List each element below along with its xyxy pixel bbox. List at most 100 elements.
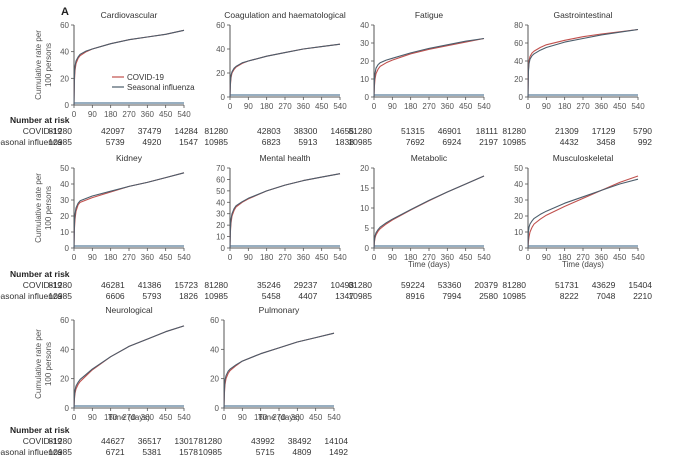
- y-tick-label: 60: [210, 316, 219, 325]
- x-tick-label: 0: [72, 110, 77, 119]
- x-tick-label: 270: [576, 253, 590, 262]
- x-tick-label: 0: [372, 102, 377, 111]
- risk-value-influenza: 10985: [348, 291, 372, 301]
- y-tick-label: 40: [216, 198, 225, 207]
- number-at-risk-label: Number at risk: [10, 425, 70, 435]
- risk-value-covid: 81280: [48, 126, 72, 136]
- y-tick-label: 10: [514, 228, 523, 237]
- risk-value-influenza: 10985: [48, 137, 72, 147]
- y-tick-label: 5: [365, 224, 370, 233]
- seasonal-influenza-line: [73, 172, 185, 249]
- y-tick-label: 40: [514, 180, 523, 189]
- y-tick-label: 60: [60, 316, 69, 325]
- risk-value-covid: 14284: [174, 126, 198, 136]
- x-tick-label: 270: [278, 102, 292, 111]
- y-tick-label: 0: [221, 93, 226, 102]
- risk-value-covid: 81280: [198, 436, 222, 446]
- y-tick-label: 20: [60, 375, 69, 384]
- risk-value-influenza: 4432: [559, 137, 579, 147]
- y-tick-label: 0: [365, 244, 370, 253]
- x-tick-label: 360: [595, 102, 609, 111]
- seasonal-influenza-line: [229, 43, 341, 98]
- risk-value-covid: 46901: [437, 126, 462, 136]
- x-tick-label: 540: [177, 253, 191, 262]
- seasonal-influenza-line: [527, 28, 639, 98]
- x-tick-label: 540: [333, 253, 347, 262]
- risk-value-covid: 13017: [174, 436, 198, 446]
- x-tick-label: 360: [297, 102, 311, 111]
- legend-label: Seasonal influenza: [127, 83, 195, 92]
- risk-value-influenza: 1838: [335, 137, 354, 147]
- risk-value-influenza: 7048: [596, 291, 616, 301]
- risk-value-covid: 17129: [591, 126, 616, 136]
- y-tick-label: 30: [60, 196, 69, 205]
- y-tick-label: 0: [365, 93, 370, 102]
- risk-value-influenza: 4407: [298, 291, 318, 301]
- x-tick-label: 360: [291, 413, 305, 422]
- risk-value-influenza: 7692: [405, 137, 425, 147]
- x-tick-label: 540: [333, 102, 347, 111]
- x-tick-label: 540: [631, 253, 645, 262]
- risk-value-covid: 38492: [287, 436, 312, 446]
- risk-value-influenza: 5381: [142, 447, 162, 457]
- covid-19-line: [73, 325, 185, 409]
- panel-cardiovascular: Cardiovascular 0 20 40 60 0 90 180 270 360 450 540 C…: [34, 10, 195, 119]
- x-tick-label: 360: [441, 253, 455, 262]
- x-tick-label: 90: [388, 102, 397, 111]
- y-axis-label: 100 persons: [44, 342, 53, 386]
- x-tick-label: 0: [72, 253, 77, 262]
- x-tick-label: 360: [141, 413, 155, 422]
- y-tick-label: 20: [60, 74, 69, 83]
- risk-value-influenza: 1347: [335, 291, 354, 301]
- y-axis-label: 100 persons: [44, 186, 53, 230]
- risk-value-covid: 41386: [137, 280, 162, 290]
- risk-value-influenza: 10985: [48, 447, 72, 457]
- risk-value-covid: 38300: [293, 126, 318, 136]
- seasonal-influenza-line: [373, 37, 485, 98]
- x-tick-label: 180: [104, 413, 118, 422]
- panel-title: Neurological: [105, 305, 152, 315]
- risk-value-influenza: 10985: [502, 291, 526, 301]
- panel-musculoskeletal: Musculoskeletal 0 10 20 30 40 50 0 90 180 270 360 45…: [514, 153, 645, 269]
- y-tick-label: 50: [514, 164, 523, 173]
- x-tick-label: 180: [254, 413, 268, 422]
- y-tick-label: 10: [216, 233, 225, 242]
- y-tick-label: 70: [216, 164, 225, 173]
- risk-value-covid: 5790: [633, 126, 652, 136]
- risk-value-influenza: 6924: [442, 137, 462, 147]
- y-tick-label: 0: [215, 404, 220, 413]
- seasonal-influenza-line: [229, 173, 341, 249]
- risk-value-influenza: 10985: [502, 137, 526, 147]
- risk-value-influenza: 2580: [479, 291, 498, 301]
- panel-title: Gastrointestinal: [553, 10, 612, 20]
- x-tick-label: 270: [576, 102, 590, 111]
- x-tick-label: 0: [222, 413, 227, 422]
- x-tick-label: 270: [122, 110, 136, 119]
- panel-neurological: Neurological 0 20 40 60 0 90 180 270 360 450 540 Cum…: [34, 305, 191, 422]
- risk-value-covid: 43629: [591, 280, 616, 290]
- risk-value-covid: 15723: [174, 280, 198, 290]
- risk-value-influenza: 8916: [405, 291, 425, 301]
- x-tick-label: 0: [228, 102, 233, 111]
- x-tick-label: 450: [309, 413, 323, 422]
- risk-value-influenza: 1826: [179, 291, 198, 301]
- risk-value-covid: 51731: [555, 280, 579, 290]
- y-tick-label: 0: [65, 101, 70, 110]
- risk-row-label-covid: COVID-19: [22, 126, 62, 136]
- x-axis-label: Time (days): [562, 260, 604, 269]
- x-tick-label: 0: [526, 102, 531, 111]
- x-tick-label: 540: [327, 413, 341, 422]
- seasonal-influenza-line: [223, 332, 335, 409]
- y-tick-label: 10: [360, 204, 369, 213]
- legend-label: COVID-19: [127, 73, 164, 82]
- x-tick-label: 90: [388, 253, 397, 262]
- x-tick-label: 180: [404, 102, 418, 111]
- x-tick-label: 180: [404, 253, 418, 262]
- y-tick-label: 60: [514, 39, 523, 48]
- risk-value-covid: 21309: [555, 126, 579, 136]
- x-tick-label: 540: [477, 253, 491, 262]
- risk-value-covid: 81280: [348, 280, 372, 290]
- risk-value-influenza: 5715: [255, 447, 275, 457]
- risk-value-covid: 81280: [48, 280, 72, 290]
